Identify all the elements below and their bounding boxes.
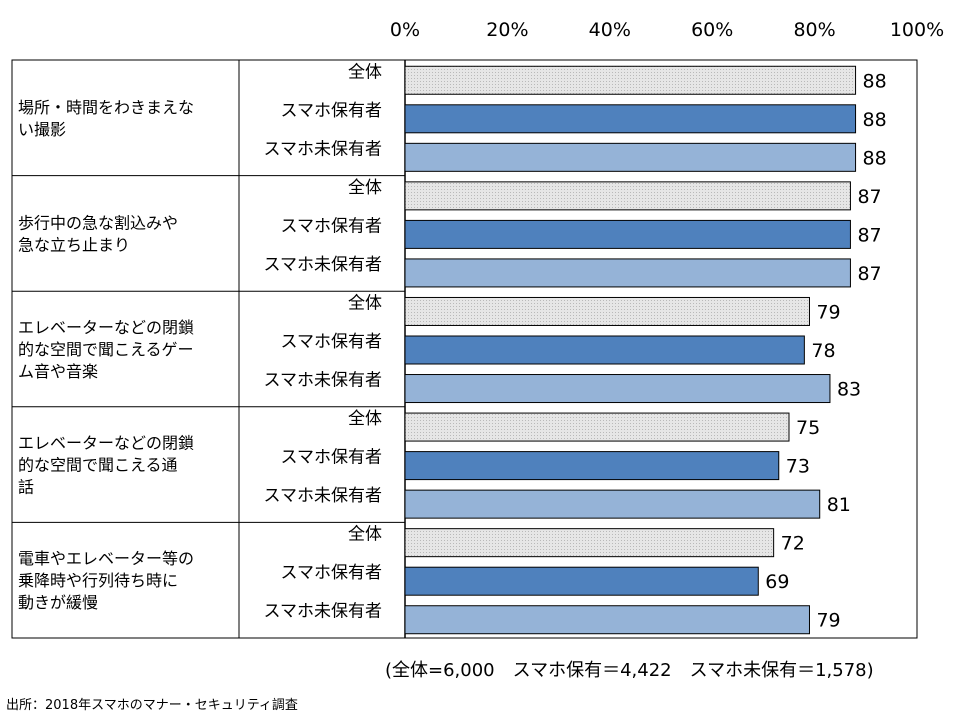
bar bbox=[404, 181, 851, 211]
bar bbox=[404, 451, 780, 481]
group-label: 歩行中の急な割込みや急な立ち止まり bbox=[18, 213, 178, 254]
row-labels: 場所・時間をわきまえない撮影全体スマホ保有者スマホ未保有者歩行中の急な割込みや急… bbox=[18, 62, 382, 621]
data-label: 73 bbox=[786, 456, 810, 478]
group-label: 場所・時間をわきまえない撮影 bbox=[18, 98, 194, 139]
subcategory-label: スマホ未保有者 bbox=[264, 371, 383, 391]
group-label-line: ム音や音楽 bbox=[18, 362, 98, 381]
bar bbox=[404, 219, 851, 249]
subcategory-label: 全体 bbox=[348, 178, 382, 198]
data-label: 72 bbox=[781, 533, 805, 555]
group-label: エレベーターなどの閉鎖的な空間で聞こえるゲーム音や音楽 bbox=[18, 318, 194, 381]
subcategory-label: 全体 bbox=[348, 409, 382, 429]
group-label-line: 場所・時間をわきまえな bbox=[18, 98, 194, 117]
x-tick-label: 80% bbox=[793, 19, 835, 41]
x-tick-label: 40% bbox=[589, 19, 631, 41]
source-note: 出所：2018年スマホのマナー・セキュリティ調査 bbox=[6, 698, 298, 713]
bar bbox=[404, 489, 821, 519]
group-label-line: 電車やエレベーター等の bbox=[18, 549, 194, 568]
sample-size-note: (全体=6,000 スマホ保有＝4,422 スマホ未保有＝1,578) bbox=[385, 660, 874, 681]
subcategory-label: スマホ保有者 bbox=[281, 101, 383, 121]
data-label: 75 bbox=[796, 417, 820, 439]
group-label-line: 動きが緩慢 bbox=[18, 593, 98, 612]
bar bbox=[404, 566, 759, 596]
bar bbox=[404, 605, 810, 635]
bar bbox=[404, 296, 810, 326]
subcategory-label: 全体 bbox=[348, 525, 382, 545]
data-label: 87 bbox=[857, 263, 881, 285]
bar bbox=[404, 374, 831, 404]
subcategory-label: スマホ未保有者 bbox=[264, 486, 383, 506]
data-label: 83 bbox=[837, 379, 861, 401]
bar bbox=[404, 528, 775, 558]
group-label-line: 急な立ち止まり bbox=[18, 235, 130, 254]
outer-border bbox=[11, 59, 918, 639]
group-label-line: い撮影 bbox=[18, 120, 66, 139]
x-axis-ticks: 0% 20% 40% 60% 80% 100% bbox=[390, 19, 944, 41]
bar bbox=[404, 142, 857, 172]
group-label-line: 的な空間で聞こえる通 bbox=[18, 456, 178, 475]
x-tick-label: 60% bbox=[691, 19, 733, 41]
data-label: 69 bbox=[765, 571, 789, 593]
data-label: 88 bbox=[863, 147, 887, 169]
bar bbox=[404, 335, 805, 365]
data-label: 79 bbox=[816, 301, 840, 323]
group-label: エレベーターなどの閉鎖的な空間で聞こえる通話 bbox=[18, 434, 194, 497]
subcategory-label: スマホ保有者 bbox=[281, 448, 383, 468]
subcategory-label: スマホ未保有者 bbox=[264, 602, 383, 622]
subcategory-label: スマホ未保有者 bbox=[264, 255, 383, 275]
group-label: 電車やエレベーター等の乗降時や行列待ち時に動きが緩慢 bbox=[18, 549, 194, 612]
bar bbox=[404, 412, 790, 442]
x-tick-label: 100% bbox=[890, 19, 944, 41]
data-label: 81 bbox=[827, 494, 851, 516]
bar bbox=[404, 65, 857, 95]
subcategory-label: スマホ保有者 bbox=[281, 332, 383, 352]
subcategory-label: 全体 bbox=[348, 62, 382, 82]
group-label-line: 乗降時や行列待ち時に bbox=[18, 571, 178, 590]
group-label-line: 歩行中の急な割込みや bbox=[18, 213, 178, 232]
data-label: 87 bbox=[857, 186, 881, 208]
data-label: 88 bbox=[863, 109, 887, 131]
bar bbox=[404, 104, 857, 134]
subcategory-label: 全体 bbox=[348, 293, 382, 313]
data-label: 87 bbox=[857, 224, 881, 246]
x-tick-label: 20% bbox=[486, 19, 528, 41]
data-label: 79 bbox=[816, 610, 840, 632]
group-label-line: エレベーターなどの閉鎖 bbox=[18, 318, 194, 337]
group-label-line: エレベーターなどの閉鎖 bbox=[18, 434, 194, 453]
subcategory-label: スマホ保有者 bbox=[281, 563, 383, 583]
group-label-line: 的な空間で聞こえるゲー bbox=[18, 340, 194, 359]
group-label-line: 話 bbox=[18, 478, 34, 497]
bar bbox=[404, 258, 851, 288]
x-tick-label: 0% bbox=[390, 19, 420, 41]
subcategory-label: スマホ未保有者 bbox=[264, 139, 383, 159]
data-label: 78 bbox=[811, 340, 835, 362]
subcategory-label: スマホ保有者 bbox=[281, 216, 383, 236]
data-label: 88 bbox=[863, 70, 887, 92]
